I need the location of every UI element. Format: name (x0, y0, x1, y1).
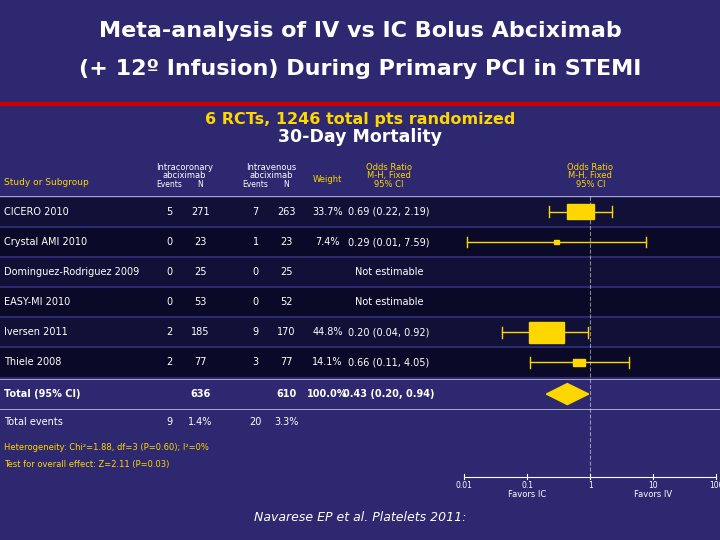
Text: Odds Ratio: Odds Ratio (567, 163, 613, 172)
Text: 33.7%: 33.7% (312, 206, 343, 217)
Text: 0.29 (0.01, 7.59): 0.29 (0.01, 7.59) (348, 237, 430, 247)
Text: 14.1%: 14.1% (312, 357, 343, 368)
Text: 170: 170 (277, 327, 296, 338)
Text: Odds Ratio: Odds Ratio (366, 163, 412, 172)
Text: 0: 0 (166, 237, 172, 247)
Text: 20: 20 (249, 417, 262, 427)
Text: 0.01: 0.01 (456, 481, 473, 490)
Text: 0: 0 (166, 267, 172, 277)
FancyBboxPatch shape (0, 198, 720, 226)
Text: 636: 636 (190, 389, 210, 399)
Text: Intravenous: Intravenous (246, 163, 296, 172)
Text: 23: 23 (280, 237, 293, 247)
FancyBboxPatch shape (0, 348, 720, 376)
Text: 0: 0 (253, 267, 258, 277)
Text: M-H, Fixed: M-H, Fixed (367, 171, 410, 180)
Text: Heterogeneity: Chi²=1.88, df=3 (P=0.60); I²=0%: Heterogeneity: Chi²=1.88, df=3 (P=0.60);… (4, 443, 209, 452)
Text: 0: 0 (253, 297, 258, 307)
Text: 100: 100 (709, 481, 720, 490)
Bar (567, 204, 593, 219)
Text: 52: 52 (280, 297, 293, 307)
Polygon shape (546, 383, 589, 404)
Text: Not estimable: Not estimable (354, 297, 423, 307)
Text: 9: 9 (166, 417, 172, 427)
Text: Weight: Weight (313, 176, 342, 185)
Text: 271: 271 (191, 206, 210, 217)
Text: 25: 25 (280, 267, 293, 277)
Text: Total events: Total events (4, 417, 63, 427)
Text: 25: 25 (194, 267, 207, 277)
Text: 9: 9 (253, 327, 258, 338)
Text: (+ 12º Infusion) During Primary PCI in STEMI: (+ 12º Infusion) During Primary PCI in S… (78, 59, 642, 79)
Text: Navarese EP et al. Platelets 2011:: Navarese EP et al. Platelets 2011: (254, 511, 466, 524)
Text: 0.1: 0.1 (521, 481, 534, 490)
Text: 263: 263 (277, 206, 296, 217)
Text: N: N (197, 180, 203, 188)
Text: Thiele 2008: Thiele 2008 (4, 357, 61, 368)
Text: 95% CI: 95% CI (374, 180, 403, 188)
FancyBboxPatch shape (0, 258, 720, 286)
Text: 44.8%: 44.8% (312, 327, 343, 338)
Text: N: N (284, 180, 289, 188)
Text: Meta-analysis of IV vs IC Bolus Abciximab: Meta-analysis of IV vs IC Bolus Abcixima… (99, 22, 621, 42)
Text: 100.0%: 100.0% (307, 389, 348, 399)
Text: Dominguez-Rodriguez 2009: Dominguez-Rodriguez 2009 (4, 267, 139, 277)
Text: 7.4%: 7.4% (315, 237, 340, 247)
Text: 30-Day Mortality: 30-Day Mortality (278, 129, 442, 146)
FancyBboxPatch shape (0, 288, 720, 316)
Text: 77: 77 (194, 357, 207, 368)
Text: 1: 1 (588, 481, 593, 490)
Text: CICERO 2010: CICERO 2010 (4, 206, 68, 217)
Text: M-H, Fixed: M-H, Fixed (569, 171, 612, 180)
Text: 23: 23 (194, 237, 207, 247)
Text: Crystal AMI 2010: Crystal AMI 2010 (4, 237, 86, 247)
Text: Not estimable: Not estimable (354, 267, 423, 277)
Text: abciximab: abciximab (163, 171, 207, 180)
Text: Study or Subgroup: Study or Subgroup (4, 178, 89, 187)
Text: 0: 0 (166, 297, 172, 307)
Text: 185: 185 (191, 327, 210, 338)
Text: 0.20 (0.04, 0.92): 0.20 (0.04, 0.92) (348, 327, 430, 338)
Text: 95% CI: 95% CI (576, 180, 605, 188)
Bar (554, 240, 559, 244)
Text: Favors IC: Favors IC (508, 490, 546, 499)
Text: 0.69 (0.22, 2.19): 0.69 (0.22, 2.19) (348, 206, 430, 217)
Text: 3: 3 (253, 357, 258, 368)
Text: Total (95% CI): Total (95% CI) (4, 389, 80, 399)
Text: Events: Events (156, 180, 182, 188)
FancyBboxPatch shape (0, 228, 720, 256)
Text: Iversen 2011: Iversen 2011 (4, 327, 68, 338)
Text: 5: 5 (166, 206, 172, 217)
FancyBboxPatch shape (0, 318, 720, 346)
Text: 10: 10 (649, 481, 658, 490)
Text: 77: 77 (280, 357, 293, 368)
Text: Favors IV: Favors IV (634, 490, 672, 499)
Text: 7: 7 (253, 206, 258, 217)
Text: 0.43 (0.20, 0.94): 0.43 (0.20, 0.94) (343, 389, 435, 399)
Bar (573, 359, 585, 366)
Text: Events: Events (243, 180, 269, 188)
Bar (528, 322, 564, 343)
Text: 0.66 (0.11, 4.05): 0.66 (0.11, 4.05) (348, 357, 429, 368)
Text: 2: 2 (166, 357, 172, 368)
Text: EASY-MI 2010: EASY-MI 2010 (4, 297, 70, 307)
Text: abciximab: abciximab (249, 171, 293, 180)
Text: Intracoronary: Intracoronary (156, 163, 213, 172)
Text: 53: 53 (194, 297, 207, 307)
Text: 3.3%: 3.3% (274, 417, 299, 427)
Text: 1.4%: 1.4% (188, 417, 212, 427)
Text: Test for overall effect: Z=2.11 (P=0.03): Test for overall effect: Z=2.11 (P=0.03) (4, 461, 169, 469)
Text: 1: 1 (253, 237, 258, 247)
Text: 610: 610 (276, 389, 297, 399)
Text: 2: 2 (166, 327, 172, 338)
Text: 6 RCTs, 1246 total pts randomized: 6 RCTs, 1246 total pts randomized (204, 112, 516, 127)
